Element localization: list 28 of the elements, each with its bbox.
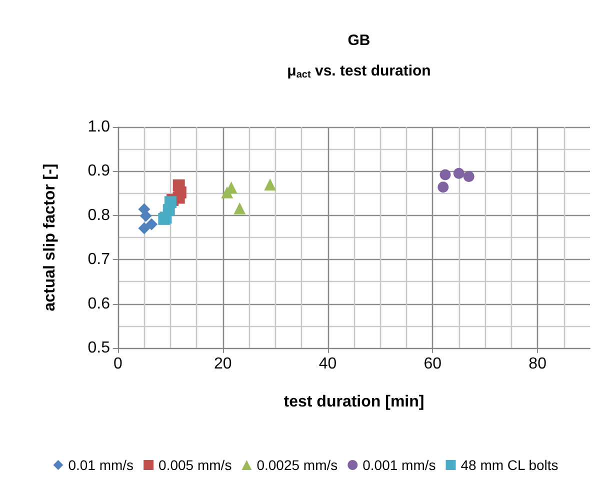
- point: [234, 202, 246, 214]
- x-tick-label: 20: [214, 356, 232, 372]
- y-tick-label: 1.0: [88, 118, 110, 136]
- y-tick-label: 0.5: [88, 340, 110, 356]
- point: [146, 218, 158, 230]
- point: [463, 171, 474, 182]
- y-axis-title: actual slip factor [-]: [42, 164, 58, 312]
- point: [440, 169, 451, 180]
- x-tick-label: 40: [318, 356, 337, 372]
- legend-label: 0.01 mm/s: [68, 457, 134, 473]
- point: [264, 178, 276, 190]
- legend-label: 0.005 mm/s: [158, 457, 232, 473]
- y-tick-label: 0.6: [88, 295, 110, 312]
- x-tick-label: 0: [114, 356, 123, 372]
- point: [438, 182, 449, 193]
- point: [221, 186, 234, 198]
- y-tick-label: 0.7: [88, 251, 110, 268]
- point: [453, 168, 464, 179]
- y-tick-label: 0.8: [88, 206, 110, 224]
- legend-label: 0.001 mm/s: [362, 457, 436, 473]
- x-tick-label: 80: [528, 356, 547, 372]
- chart-title: GB: [348, 32, 370, 49]
- x-axis-title: test duration [min]: [284, 394, 424, 410]
- x-tick-label: 60: [424, 356, 442, 372]
- point: [138, 222, 150, 234]
- y-tick-label: 0.9: [88, 162, 110, 180]
- legend-label: 48 mm CL bolts: [460, 457, 558, 473]
- legend-label: 0.0025 mm/s: [256, 457, 338, 473]
